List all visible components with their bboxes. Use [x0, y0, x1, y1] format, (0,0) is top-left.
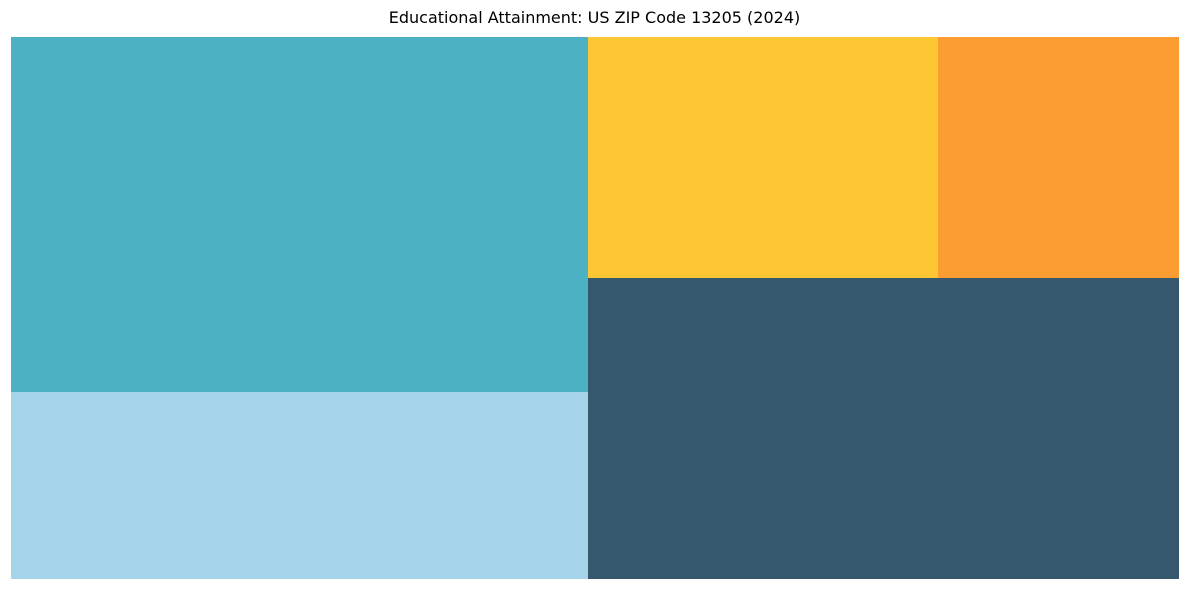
tile-yellow: [588, 37, 938, 278]
tile-dark-slate: [588, 278, 1179, 579]
treemap-plot-area: [11, 37, 1179, 579]
tile-teal: [11, 37, 588, 392]
tile-light-blue: [11, 392, 588, 579]
chart-title: Educational Attainment: US ZIP Code 1320…: [388, 8, 801, 27]
tile-orange: [938, 37, 1179, 278]
